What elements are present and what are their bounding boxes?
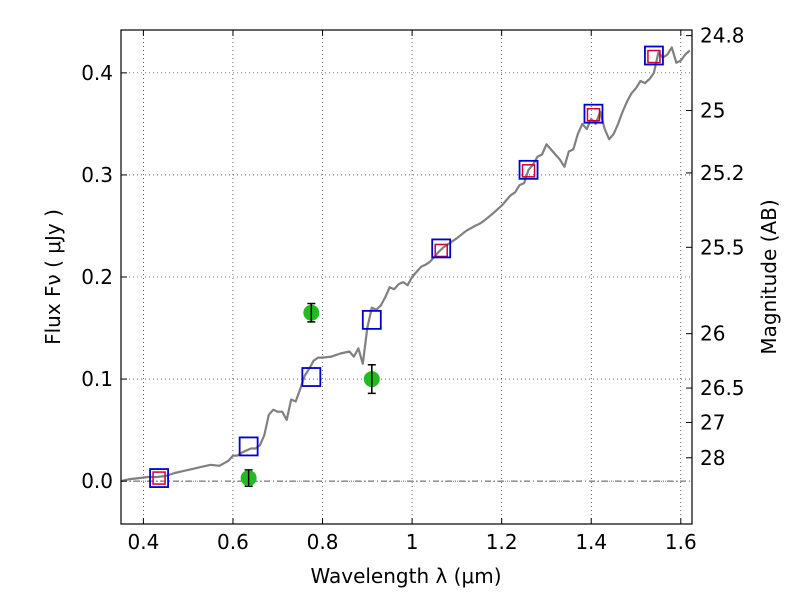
x-tick-label: 1.4 [575,530,607,554]
model-square [518,159,539,180]
y-tick-label: 0.4 [81,61,113,85]
y2-tick-label: 25.2 [700,161,745,185]
y2-tick-label: 28 [700,446,725,470]
x-tick-label: 0.4 [127,530,159,554]
spectrum-line [120,46,691,483]
model-square [644,45,664,66]
model-square [431,238,452,259]
y-axis-title: Flux Fν ( μJy ) [41,209,65,345]
y-tick-label: 0.1 [81,367,113,391]
y2-tick-label: 26 [700,322,725,346]
y-tick-label: 0.0 [81,469,113,493]
y2-tick-label: 25 [700,99,725,123]
x-axis-title: Wavelength λ (μm) [310,564,501,588]
y-tick-label: 0.2 [81,265,113,289]
y2-tick-label: 26.5 [700,376,745,400]
model-square [583,103,604,124]
plot-background [121,30,692,524]
x-tick-label: 0.8 [307,530,339,554]
x-tick-label: 1 [406,530,419,554]
observed-square [647,49,661,64]
axis-ticks: 0.4 0.6 0.8 1 1.2 1.4 1.6 0.0 0.1 0.2 0.3 0.4 24.8 25… [81,24,744,554]
y2-tick-label: 25.5 [700,235,745,259]
model-square [149,468,169,488]
y2-tick-label: 27 [700,410,725,434]
model-square [301,367,322,387]
y2-tick-label: 24.8 [700,24,745,48]
y2-axis-title: Magnitude (AB) [757,199,781,354]
observed-square [152,471,166,485]
observed-square [521,164,536,178]
y-tick-label: 0.3 [81,163,113,187]
observed-square [434,243,448,258]
observed-square [586,107,601,122]
model-square [238,436,259,457]
x-tick-label: 1.6 [665,530,697,554]
model-square [361,309,382,330]
x-tick-label: 1.2 [486,530,518,554]
series-layer [120,45,691,488]
x-tick-label: 0.6 [217,530,249,554]
